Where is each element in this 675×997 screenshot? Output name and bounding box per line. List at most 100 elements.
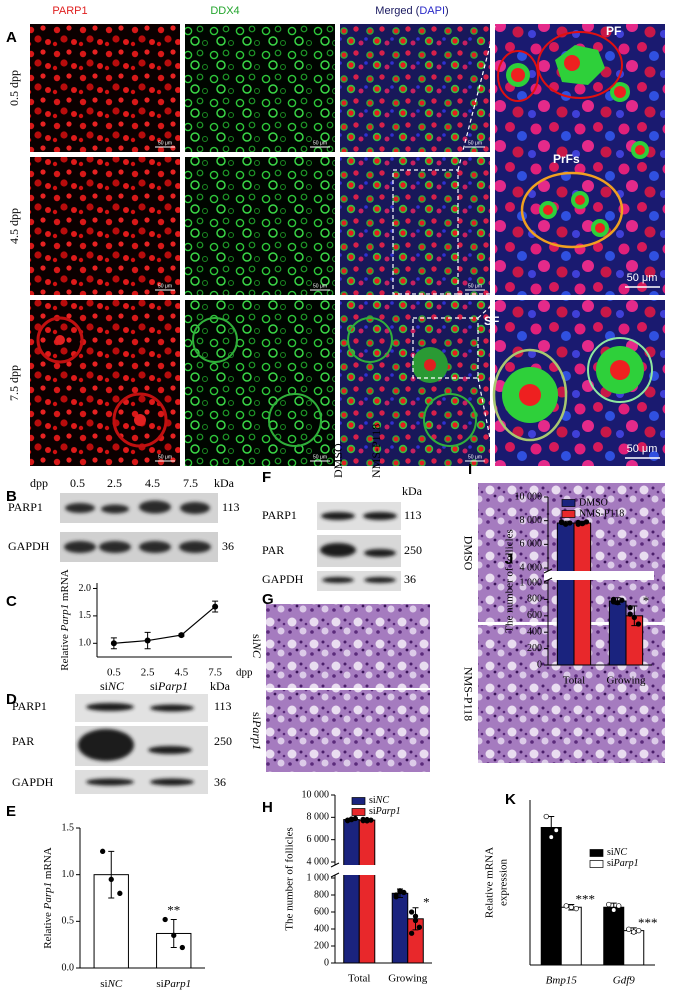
label-part: Parp1 (59, 604, 71, 633)
y-tick-label: 1.5 (79, 610, 92, 621)
lane-part: Parp1 (157, 679, 188, 693)
legend-label: NMS-P118 (579, 508, 624, 519)
data-point (408, 930, 415, 936)
bar (556, 522, 575, 666)
y-tick-label: 400 (314, 923, 329, 934)
axis-break (331, 865, 434, 875)
image (266, 690, 430, 772)
panel-label: K (505, 791, 516, 808)
y-axis-label: The number of follicles (504, 529, 516, 633)
scale-label: 50 μm (158, 283, 172, 289)
zoom-lines (392, 25, 496, 464)
y-tick-label: 8 000 (307, 812, 330, 823)
data-point (412, 913, 419, 919)
column-header: PARP1 (52, 5, 87, 17)
annotation: SF (484, 314, 499, 328)
data-point (636, 927, 642, 934)
data-point (364, 818, 370, 824)
legend-swatch (351, 808, 366, 816)
x-tick-label: Total (563, 675, 585, 687)
data-point (416, 924, 423, 930)
image (185, 157, 335, 295)
bar (573, 522, 592, 666)
label-part: NC (250, 641, 264, 659)
line (113, 606, 216, 644)
x-tick-label: siParp1 (156, 978, 191, 990)
label-part: si (369, 795, 376, 806)
marker (144, 637, 151, 644)
axis-break (330, 862, 340, 878)
image (30, 24, 180, 152)
y-axis-label: The number of follicles (284, 827, 296, 931)
y-tick-label: 1 000 (307, 872, 330, 883)
legend-swatch (589, 849, 604, 857)
protein-label: PARP1 (12, 699, 47, 713)
x-tick-label: 0.5 (107, 667, 121, 679)
chart: 0 200 400 600 800 1 000 4 000 6 000 8 000 10 000 T… (284, 789, 434, 985)
significance: * (423, 895, 430, 910)
y-tick-label: 600 (314, 906, 329, 917)
label-part: si (250, 634, 264, 643)
bar (391, 892, 409, 964)
y-axis-label: Relative Parp1 mRNA (42, 847, 54, 948)
lane-label: 4.5 (145, 476, 160, 490)
scale-label: 50 μm (627, 272, 658, 284)
legend-swatch (589, 860, 604, 868)
panel-label: D (6, 691, 17, 708)
data-point (348, 816, 355, 823)
panel-label: E (6, 803, 16, 820)
scale-label: 50 μm (313, 283, 327, 289)
row-label: siParp1 (250, 712, 264, 750)
panel-label: C (6, 593, 17, 610)
bar (623, 930, 645, 966)
lane-label: siParp1 (150, 679, 188, 693)
western-blot (60, 493, 218, 562)
label-part: si (369, 806, 376, 817)
blot-header: dpp (30, 476, 48, 490)
y-tick-label: 0 (537, 659, 542, 670)
protein-label: GAPDH (8, 539, 50, 553)
y-tick-label: 1.0 (62, 869, 75, 880)
kda-label: 36 (214, 775, 226, 789)
axis-break (543, 568, 553, 583)
x-axis-label: dpp (236, 667, 253, 679)
bar (560, 906, 582, 966)
panel-label: H (262, 799, 273, 816)
y-tick-label: 6 000 (307, 834, 330, 845)
lane-label: NMS-P118 (369, 424, 383, 478)
kda-label: 250 (214, 734, 232, 748)
label-part: Relative (59, 631, 71, 670)
image (340, 300, 490, 466)
data-point (606, 901, 612, 908)
image (30, 157, 180, 295)
data-point (627, 611, 633, 617)
kda-label: 113 (404, 508, 422, 522)
row-label: 7.5 dpp (7, 365, 21, 401)
axis-break (544, 571, 654, 580)
label-part: Parp1 (613, 858, 639, 869)
legend-label: siParp1 (607, 858, 639, 869)
follicles (492, 31, 653, 442)
kda-label: 36 (404, 572, 416, 586)
protein-label: GAPDH (12, 775, 54, 789)
y-tick-label: 800 (527, 594, 542, 605)
data-point (553, 827, 559, 833)
label-part: mRNA (42, 847, 54, 882)
y-axis-label: Relative mRNA (484, 847, 496, 918)
panel-label: J (505, 551, 513, 568)
y-tick-label: 1.0 (79, 638, 92, 649)
significance: ** (167, 902, 180, 917)
data-point (558, 519, 565, 526)
panel-label: B (6, 488, 17, 505)
lane-part: si (150, 679, 159, 693)
row-label: DMSO (461, 536, 475, 571)
label-part: NC (107, 978, 123, 990)
significance: * (643, 593, 650, 608)
data-point (615, 600, 621, 606)
lane-part: si (100, 679, 109, 693)
data-point (393, 892, 399, 898)
y-tick-label: 200 (527, 643, 542, 654)
panel-label: A (6, 29, 17, 46)
y-tick-label: 4 000 (520, 562, 543, 573)
protein-label: GAPDH (262, 572, 304, 586)
